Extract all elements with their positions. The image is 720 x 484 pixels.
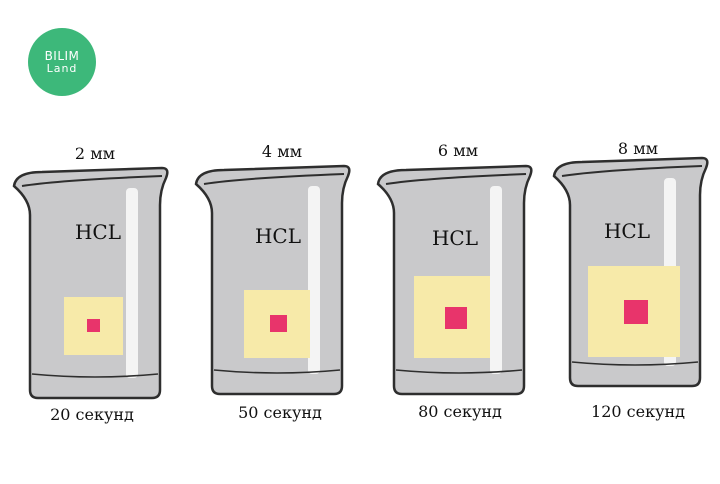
- beaker-1: [12, 166, 169, 400]
- logo-text-line1: BILIM: [44, 48, 80, 63]
- beaker-base-line: [31, 373, 159, 378]
- beaker-rim: [561, 165, 703, 177]
- beaker-base-line: [213, 369, 341, 374]
- hcl-label-4: HCL: [603, 219, 651, 243]
- beaker-highlight: [126, 188, 138, 378]
- time-label-2: 50 секунд: [238, 403, 322, 422]
- hcl-label-2: HCL: [254, 224, 302, 248]
- beaker-4: [552, 156, 709, 388]
- reacted-core: [624, 300, 648, 324]
- size-label-3: 6 мм: [437, 141, 479, 160]
- time-label-1: 20 секунд: [50, 405, 134, 424]
- beaker-highlight: [490, 186, 502, 374]
- beaker-highlight: [308, 186, 320, 374]
- beaker-body: [12, 166, 169, 400]
- reacted-core: [270, 315, 287, 332]
- beaker-rim: [203, 173, 345, 185]
- beaker-3: [376, 164, 533, 396]
- size-label-4: 8 мм: [617, 139, 659, 158]
- beaker-base-line: [395, 369, 523, 374]
- beaker-rim: [21, 175, 163, 187]
- beaker-base-line: [571, 361, 699, 366]
- beaker-rim: [385, 173, 527, 185]
- reacted-core: [445, 307, 467, 329]
- time-label-3: 80 секунд: [418, 402, 502, 421]
- beaker-2: [194, 164, 351, 396]
- time-label-4: 120 секунд: [591, 402, 685, 421]
- bilim-land-logo: BILIM Land: [28, 28, 96, 96]
- size-label-1: 2 мм: [74, 144, 116, 163]
- logo-text-line2: Land: [46, 61, 78, 75]
- hcl-label-3: HCL: [431, 226, 479, 250]
- size-label-2: 4 мм: [261, 142, 303, 161]
- beaker-body: [194, 164, 351, 396]
- hcl-label-1: HCL: [74, 220, 122, 244]
- reacted-core: [87, 319, 100, 332]
